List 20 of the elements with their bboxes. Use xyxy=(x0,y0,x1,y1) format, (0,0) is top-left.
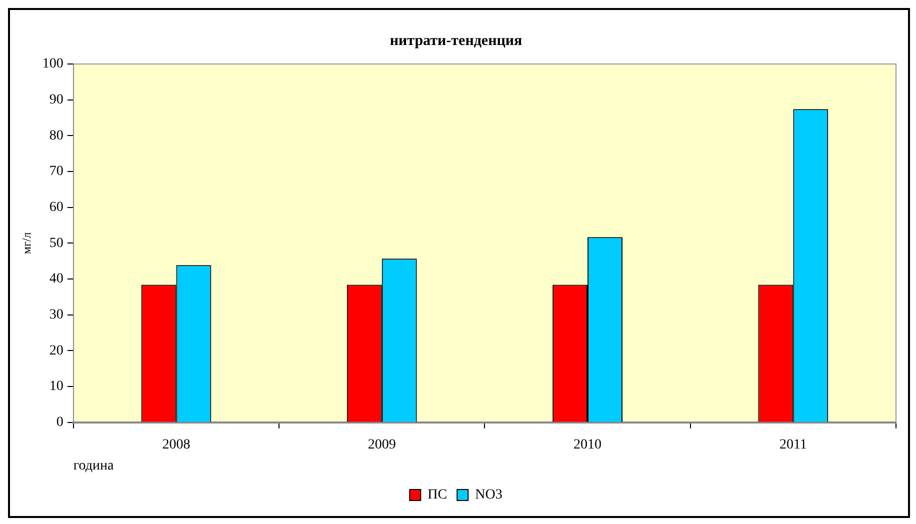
y-tick-label: 50 xyxy=(49,236,64,251)
y-tick-label: 0 xyxy=(56,415,64,430)
legend-label: NO3 xyxy=(475,488,502,503)
y-tick-label: 40 xyxy=(49,272,64,287)
chart-title: нитрати-тенденция xyxy=(390,32,522,49)
x-tick-label: 2010 xyxy=(574,437,602,452)
x-tick-label: 2009 xyxy=(368,437,396,452)
y-tick-label: 80 xyxy=(49,128,64,144)
y-tick-label: 60 xyxy=(49,200,64,216)
x-tick-label: 2011 xyxy=(779,437,807,452)
x-axis-title: година xyxy=(73,458,114,474)
y-tick-label: 30 xyxy=(49,308,64,323)
y-tick-label: 70 xyxy=(49,164,64,180)
y-tick-label: 90 xyxy=(49,92,64,108)
y-tick-label: 10 xyxy=(49,379,64,394)
y-axis-title: мг/л xyxy=(19,232,34,254)
x-tick-label: 2008 xyxy=(162,437,190,452)
y-tick-label: 100 xyxy=(42,56,64,72)
legend-label: ПС xyxy=(428,488,448,503)
y-tick-label: 20 xyxy=(49,343,64,358)
